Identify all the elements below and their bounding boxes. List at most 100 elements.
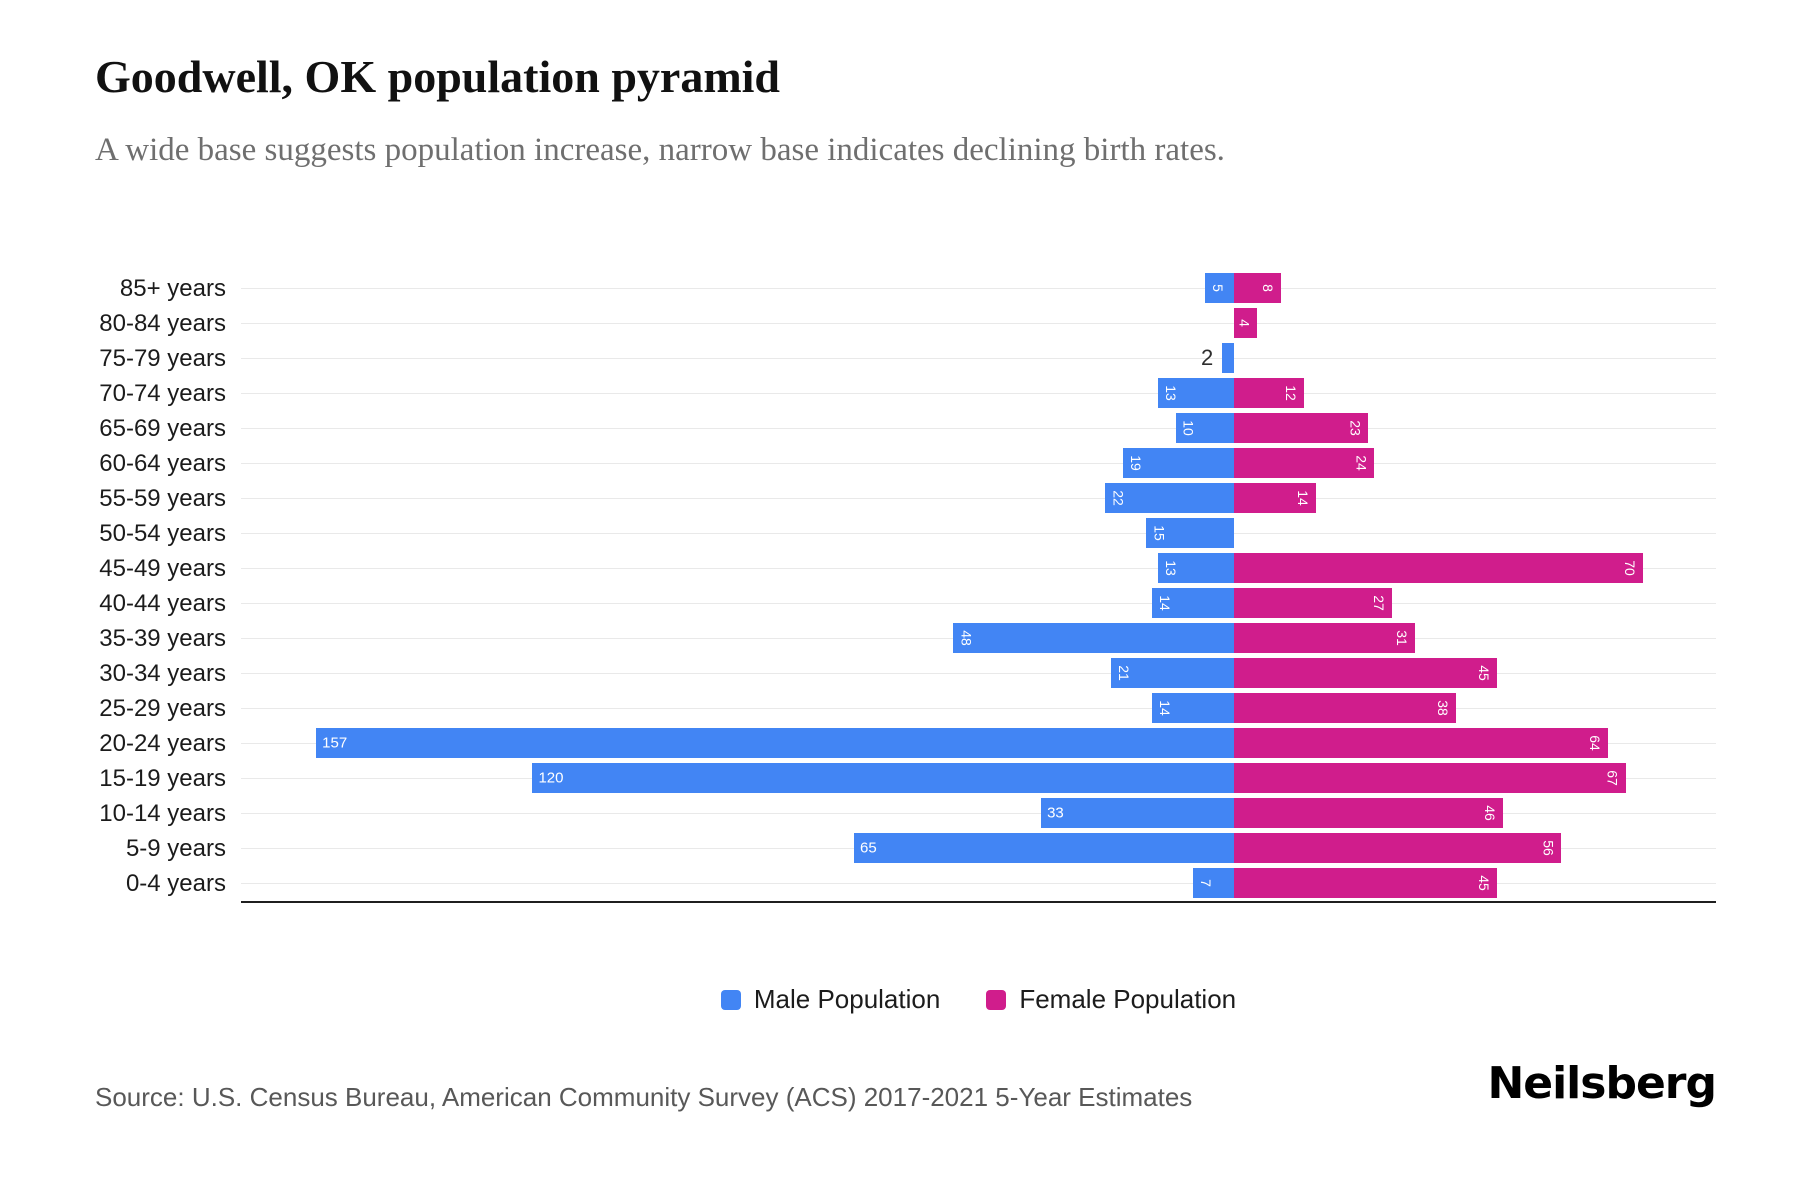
chart-subtitle: A wide base suggests population increase… bbox=[95, 132, 1225, 168]
bar-female-45-49-years: 70 bbox=[1234, 553, 1644, 583]
bar-female-0-4-years: 45 bbox=[1234, 868, 1498, 898]
chart-row-25-29-years: 25-29 years 14 38 bbox=[0, 691, 1800, 726]
bar-male-15-19-years: 120 bbox=[532, 763, 1234, 793]
bar-value-label: 67 bbox=[1604, 770, 1621, 786]
bar-value-label: 19 bbox=[1127, 455, 1144, 471]
source-note: Source: U.S. Census Bureau, American Com… bbox=[95, 1082, 1193, 1112]
bar-male-45-49-years: 13 bbox=[1158, 553, 1234, 583]
bar-value-label: 31 bbox=[1394, 630, 1411, 646]
legend-label-female: Female Population bbox=[1019, 984, 1237, 1014]
bar-value-label: 15 bbox=[1151, 525, 1168, 541]
chart-row-15-19-years: 15-19 years 120 67 bbox=[0, 761, 1800, 796]
gridline bbox=[241, 358, 1716, 359]
bar-value-label: 4 bbox=[1236, 319, 1253, 327]
gridline bbox=[241, 393, 1716, 394]
bar-value-label: 7 bbox=[1198, 879, 1215, 887]
bar-value-label: 46 bbox=[1481, 805, 1498, 821]
y-axis-label: 30-34 years bbox=[99, 660, 226, 687]
chart-row-80-84-years: 80-84 years 4 bbox=[0, 306, 1800, 341]
bar-female-15-19-years: 67 bbox=[1234, 763, 1626, 793]
y-axis-label: 40-44 years bbox=[99, 590, 226, 617]
bar-value-label: 23 bbox=[1347, 420, 1364, 436]
bar-value-label: 45 bbox=[1476, 875, 1493, 891]
chart-row-65-69-years: 65-69 years 10 23 bbox=[0, 411, 1800, 446]
y-axis-label: 15-19 years bbox=[99, 765, 226, 792]
chart-row-40-44-years: 40-44 years 14 27 bbox=[0, 586, 1800, 621]
y-axis-label: 0-4 years bbox=[125, 870, 226, 897]
bar-value-label: 157 bbox=[322, 734, 348, 752]
legend-item-female: Female Population bbox=[986, 984, 1236, 1015]
bar-value-label: 120 bbox=[538, 769, 564, 787]
bar-male-20-24-years: 157 bbox=[316, 728, 1234, 758]
gridline bbox=[241, 463, 1716, 464]
gridline bbox=[241, 323, 1716, 324]
legend-label-male: Male Population bbox=[753, 984, 941, 1014]
bar-male-5-9-years: 65 bbox=[854, 833, 1234, 863]
y-axis-label: 25-29 years bbox=[99, 695, 226, 722]
bar-value-label: 14 bbox=[1157, 700, 1174, 716]
chart-row-75-79-years: 75-79 years 2 bbox=[0, 341, 1800, 376]
bar-value-label: 45 bbox=[1476, 665, 1493, 681]
bar-female-80-84-years: 4 bbox=[1234, 308, 1258, 338]
bar-male-50-54-years: 15 bbox=[1146, 518, 1234, 548]
bar-value-label: 24 bbox=[1353, 455, 1370, 471]
bar-value-label: 8 bbox=[1259, 284, 1276, 292]
bar-value-label: 10 bbox=[1180, 420, 1197, 436]
chart-row-30-34-years: 30-34 years 21 45 bbox=[0, 656, 1800, 691]
bar-value-label: 14 bbox=[1294, 490, 1311, 506]
gridline bbox=[241, 813, 1716, 814]
chart-row-35-39-years: 35-39 years 48 31 bbox=[0, 621, 1800, 656]
bar-male-10-14-years: 33 bbox=[1041, 798, 1234, 828]
y-axis-label: 10-14 years bbox=[99, 800, 226, 827]
bar-value-label: 13 bbox=[1163, 560, 1179, 576]
bar-male-0-4-years: 7 bbox=[1193, 868, 1234, 898]
bar-male-55-59-years: 22 bbox=[1105, 483, 1234, 513]
chart-row-10-14-years: 10-14 years 33 46 bbox=[0, 796, 1800, 831]
bar-value-label: 56 bbox=[1540, 840, 1557, 856]
chart-row-50-54-years: 50-54 years 15 bbox=[0, 516, 1800, 551]
y-axis-label: 5-9 years bbox=[125, 835, 226, 862]
bar-female-10-14-years: 46 bbox=[1234, 798, 1503, 828]
bar-value-label: 70 bbox=[1622, 560, 1639, 576]
bar-female-65-69-years: 23 bbox=[1234, 413, 1369, 443]
chart-row-45-49-years: 45-49 years 13 70 bbox=[0, 551, 1800, 586]
bar-female-85plus-years: 8 bbox=[1234, 273, 1281, 303]
y-axis-label: 50-54 years bbox=[99, 520, 226, 547]
bar-male-85plus-years: 5 bbox=[1204, 273, 1234, 303]
bar-value-label: 27 bbox=[1370, 595, 1387, 611]
legend-item-male: Male Population bbox=[720, 984, 941, 1015]
bar-female-60-64-years: 24 bbox=[1234, 448, 1375, 478]
y-axis-label: 75-79 years bbox=[99, 345, 226, 372]
y-axis-label: 20-24 years bbox=[99, 730, 226, 757]
bar-male-25-29-years: 14 bbox=[1152, 693, 1234, 723]
male-swatch-icon bbox=[720, 989, 741, 1010]
bar-value-label: 64 bbox=[1587, 735, 1604, 751]
bar-male-70-74-years: 13 bbox=[1158, 378, 1234, 408]
bar-female-40-44-years: 27 bbox=[1234, 588, 1392, 618]
y-axis-label: 80-84 years bbox=[99, 310, 226, 337]
gridline bbox=[241, 288, 1716, 289]
y-axis-label: 60-64 years bbox=[99, 450, 226, 477]
bar-male-60-64-years: 19 bbox=[1122, 448, 1234, 478]
bar-male-30-34-years: 21 bbox=[1111, 658, 1234, 688]
bar-value-label: 13 bbox=[1163, 385, 1179, 401]
bar-male-40-44-years: 14 bbox=[1152, 588, 1234, 618]
gridline bbox=[241, 568, 1716, 569]
bar-female-20-24-years: 64 bbox=[1234, 728, 1609, 758]
chart-row-0-4-years: 0-4 years 7 45 bbox=[0, 866, 1800, 901]
y-axis-label: 45-49 years bbox=[99, 555, 226, 582]
chart-row-60-64-years: 60-64 years 19 24 bbox=[0, 446, 1800, 481]
gridline bbox=[241, 883, 1716, 884]
female-swatch-icon bbox=[986, 989, 1007, 1010]
bar-female-30-34-years: 45 bbox=[1234, 658, 1498, 688]
bar-value-label: 14 bbox=[1157, 595, 1174, 611]
y-axis-label: 85+ years bbox=[119, 275, 226, 302]
bar-value-label: 5 bbox=[1209, 284, 1226, 292]
bar-value-label: 22 bbox=[1110, 490, 1127, 506]
gridline bbox=[241, 533, 1716, 534]
bar-value-label: 12 bbox=[1283, 385, 1300, 401]
bar-male-75-79-years: 2 bbox=[1201, 343, 1234, 373]
y-axis-label: 55-59 years bbox=[99, 485, 226, 512]
y-axis-label: 35-39 years bbox=[99, 625, 226, 652]
